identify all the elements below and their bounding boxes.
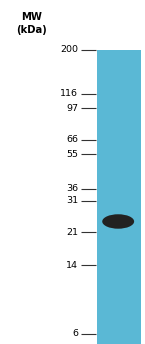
Text: 200: 200 xyxy=(60,45,78,54)
Text: 6: 6 xyxy=(72,329,78,338)
Text: 116: 116 xyxy=(60,89,78,98)
Text: 31: 31 xyxy=(66,196,78,205)
Text: 97: 97 xyxy=(66,104,78,113)
Text: 21: 21 xyxy=(66,228,78,237)
Text: 14: 14 xyxy=(66,261,78,270)
Text: (kDa): (kDa) xyxy=(17,25,47,35)
Bar xyxy=(97,50,141,344)
Text: MW: MW xyxy=(21,12,42,22)
Text: 66: 66 xyxy=(66,135,78,144)
Text: 55: 55 xyxy=(66,150,78,159)
Text: 36: 36 xyxy=(66,184,78,193)
Ellipse shape xyxy=(102,214,134,229)
